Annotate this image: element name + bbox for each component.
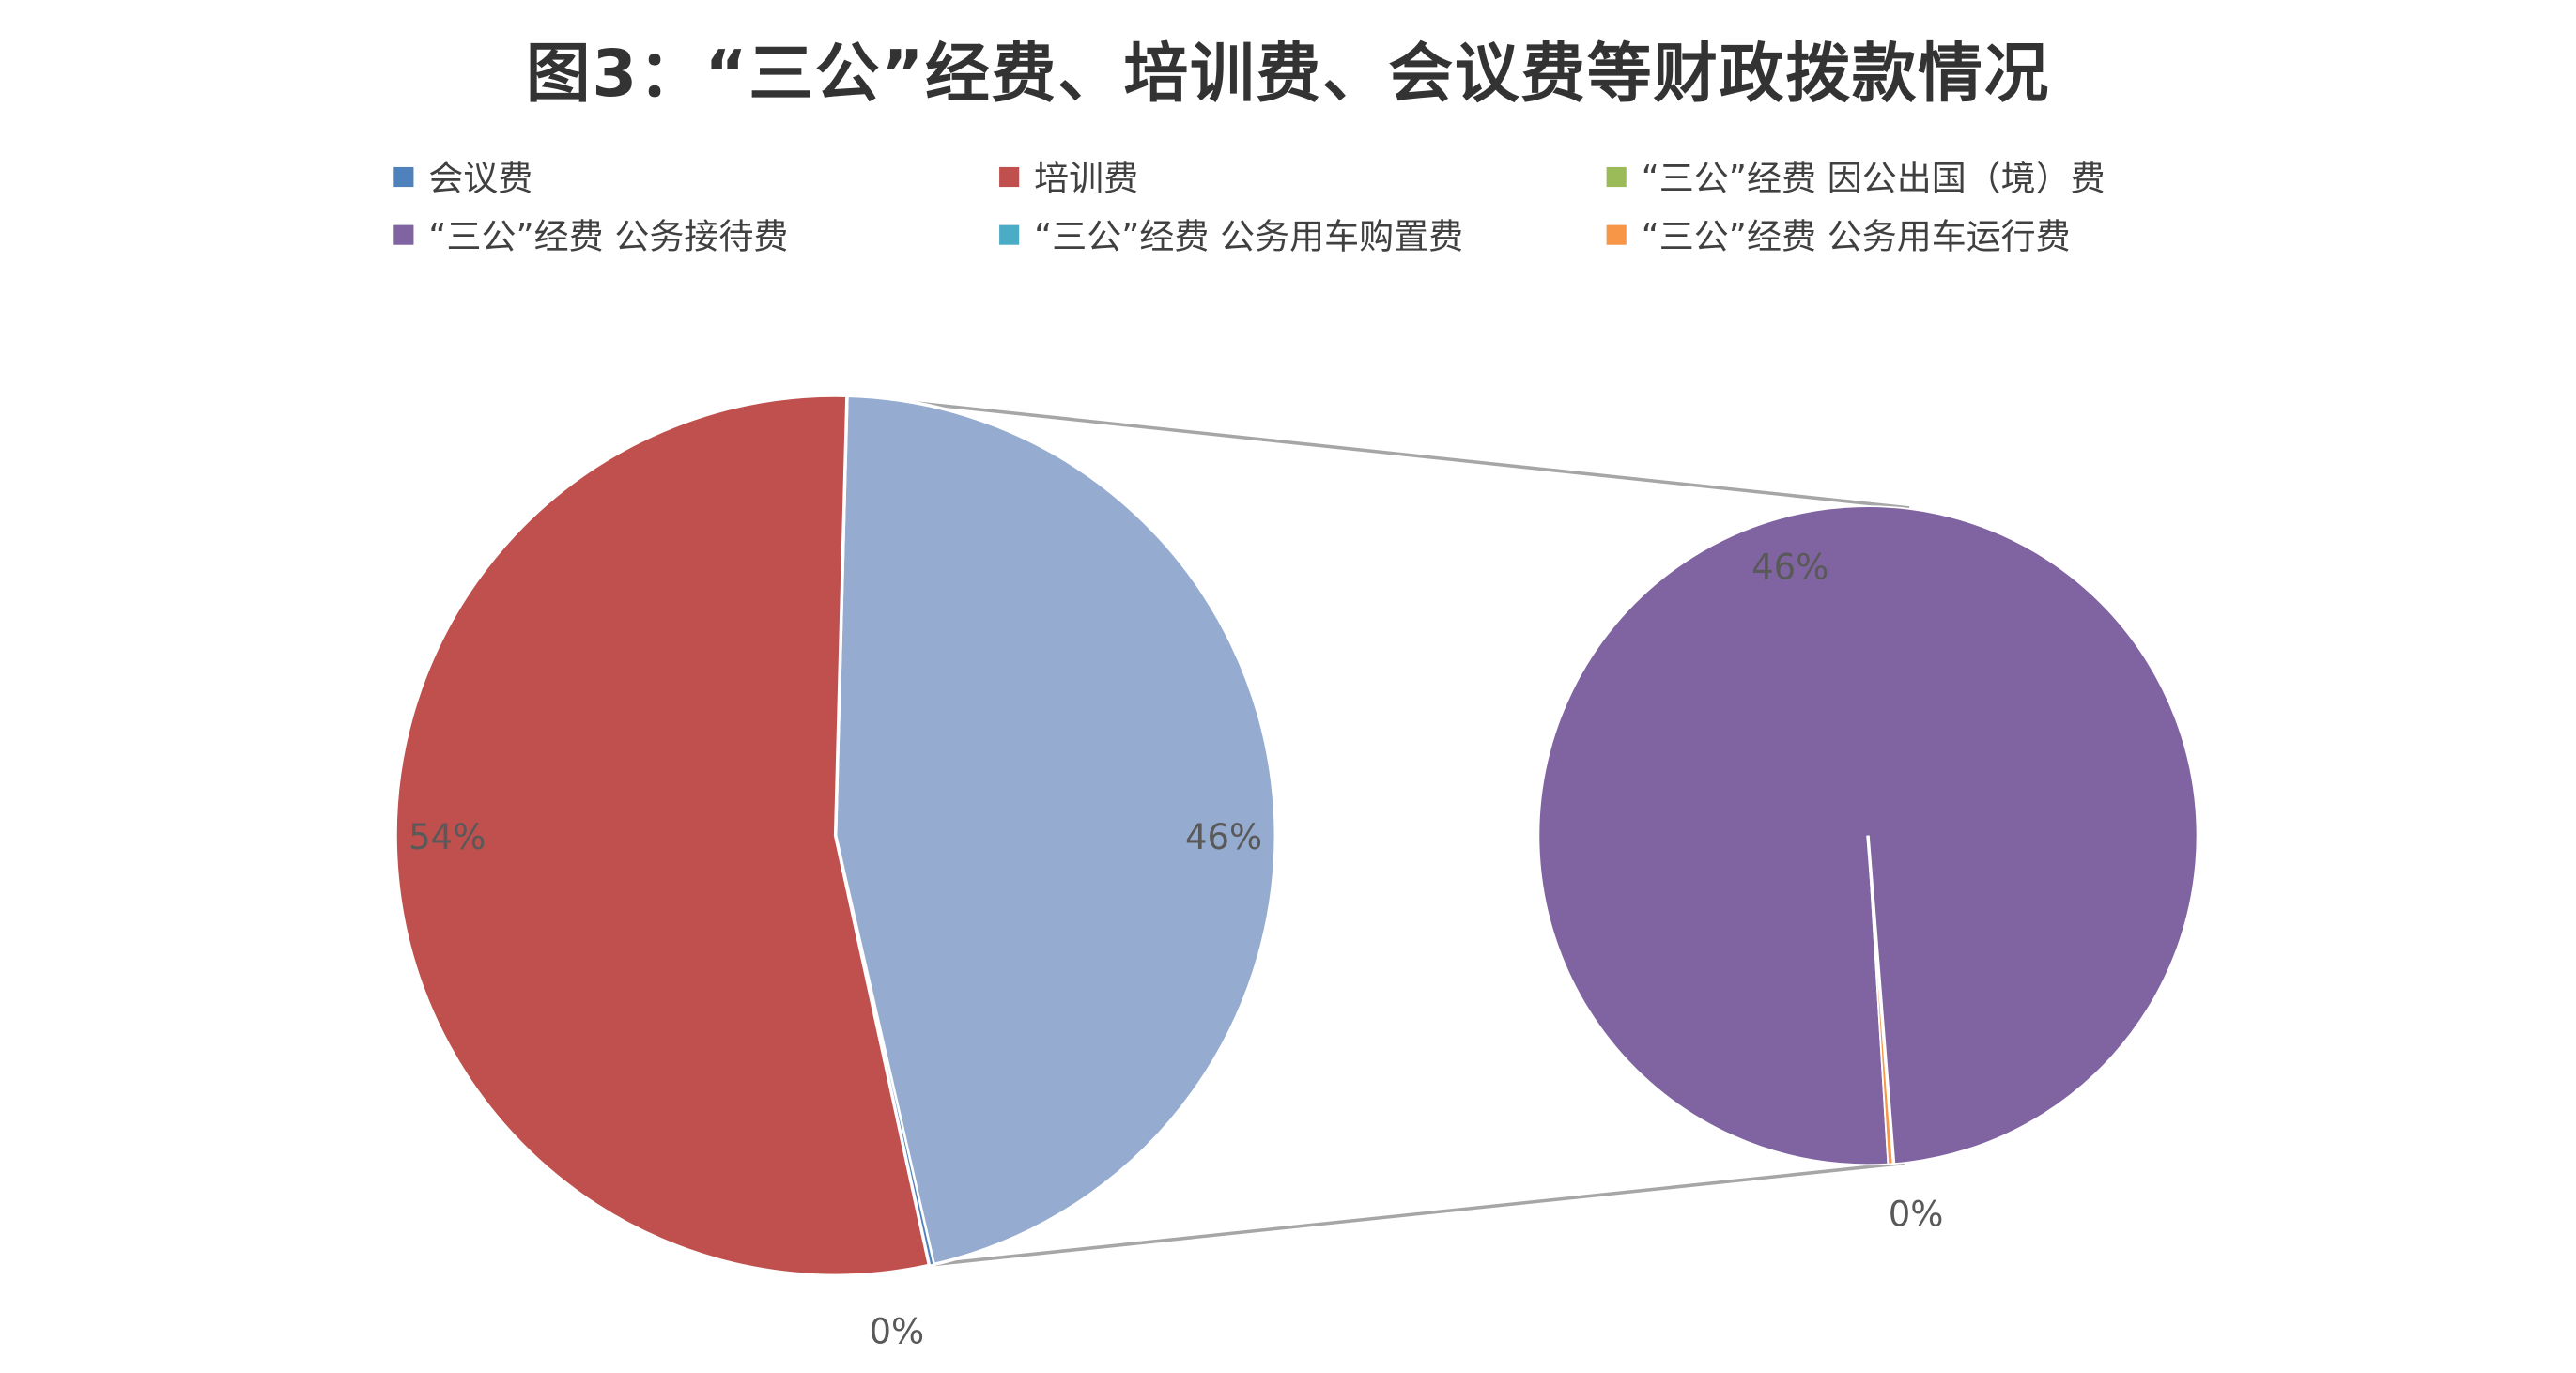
legend-label-vehicle-operation: “三公”经费 公务用车运行费 bbox=[1641, 216, 2071, 257]
legend-item-meeting: 会议费 bbox=[393, 152, 532, 202]
label-main-meeting: 0% bbox=[870, 1312, 925, 1352]
legend-label-overseas: “三公”经费 因公出国（境）费 bbox=[1641, 159, 2106, 199]
legend-swatch-meeting bbox=[393, 166, 414, 188]
legend-item-vehicle-purchase: “三公”经费 公务用车购置费 bbox=[999, 210, 1463, 260]
legend-item-overseas: “三公”经费 因公出国（境）费 bbox=[1606, 152, 2106, 202]
legend-swatch-training bbox=[999, 166, 1020, 188]
connector-bottom bbox=[933, 1161, 1905, 1267]
legend-label-training: 培训费 bbox=[1034, 159, 1139, 199]
label-main-other: 46% bbox=[1185, 817, 1262, 857]
chart-title: 图3：“三公”经费、培训费、会议费等财政拨款情况 bbox=[525, 38, 2051, 113]
chart-legend: 会议费 培训费 “三公”经费 因公出国（境）费 “三公”经费 公务接待费 “三公… bbox=[393, 149, 2379, 282]
legend-item-training: 培训费 bbox=[999, 152, 1138, 202]
connector-lines bbox=[846, 393, 1910, 1267]
legend-item-vehicle-operation: “三公”经费 公务用车运行费 bbox=[1606, 210, 2071, 260]
legend-label-vehicle-purchase: “三公”经费 公务用车购置费 bbox=[1034, 216, 1464, 257]
connector-top bbox=[846, 393, 1910, 510]
legend-swatch-overseas bbox=[1606, 166, 1627, 188]
legend-label-reception: “三公”经费 公务接待费 bbox=[428, 216, 789, 257]
main-slice-training bbox=[393, 393, 932, 1277]
label-main-training: 54% bbox=[409, 817, 486, 857]
main-slice-other bbox=[833, 393, 1277, 1267]
label-sub-zero: 0% bbox=[1889, 1194, 1944, 1234]
sub-slice-divider bbox=[1866, 835, 1896, 1165]
legend-swatch-reception bbox=[393, 224, 414, 245]
label-sub-reception: 46% bbox=[1751, 548, 1828, 588]
data-labels: 54% 46% 0% 46% 0% bbox=[409, 548, 1943, 1352]
legend-item-reception: “三公”经费 公务接待费 bbox=[393, 210, 788, 260]
legend-label-meeting: 会议费 bbox=[428, 159, 533, 199]
sub-slice-reception bbox=[1537, 505, 2198, 1166]
legend-swatch-vehicle-operation bbox=[1606, 224, 1627, 245]
legend-swatch-vehicle-purchase bbox=[999, 224, 1020, 245]
secondary-pie bbox=[1537, 505, 2198, 1166]
main-pie bbox=[393, 393, 1277, 1277]
